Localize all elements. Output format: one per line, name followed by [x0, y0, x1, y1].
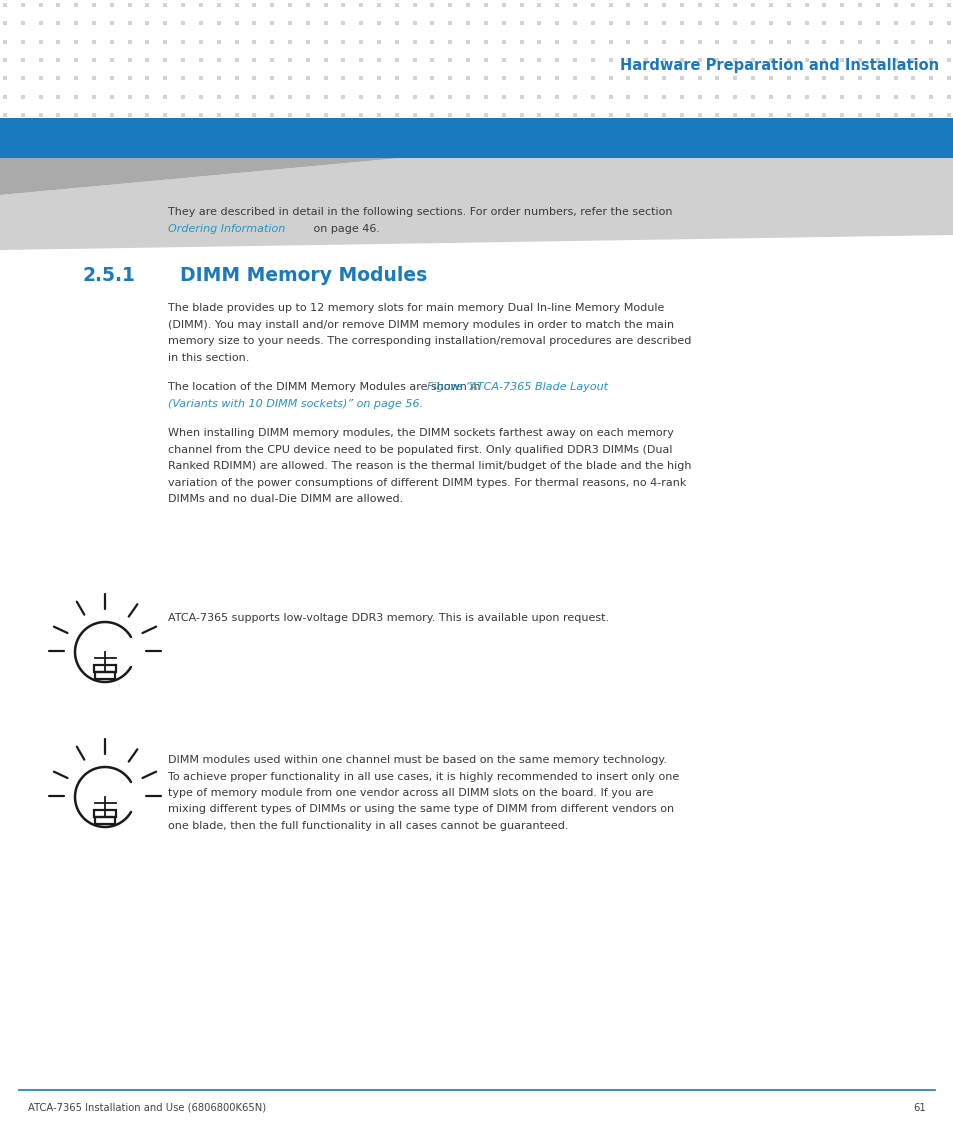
Polygon shape: [0, 158, 400, 195]
Text: They are described in detail in the following sections. For order numbers, refer: They are described in detail in the foll…: [168, 207, 672, 218]
Text: memory size to your needs. The corresponding installation/removal procedures are: memory size to your needs. The correspon…: [168, 335, 691, 346]
Text: in this section.: in this section.: [168, 353, 249, 363]
Text: (DIMM). You may install and/or remove DIMM memory modules in order to match the : (DIMM). You may install and/or remove DI…: [168, 319, 674, 330]
Text: DIMMs and no dual-Die DIMM are allowed.: DIMMs and no dual-Die DIMM are allowed.: [168, 495, 403, 505]
Text: Ranked RDIMM) are allowed. The reason is the thermal limit/budget of the blade a: Ranked RDIMM) are allowed. The reason is…: [168, 461, 691, 472]
Text: The location of the DIMM Memory Modules are shown in: The location of the DIMM Memory Modules …: [168, 382, 483, 393]
Text: ATCA-7365 supports low-voltage DDR3 memory. This is available upon request.: ATCA-7365 supports low-voltage DDR3 memo…: [168, 613, 608, 623]
Text: mixing different types of DIMMs or using the same type of DIMM from different ve: mixing different types of DIMMs or using…: [168, 805, 674, 814]
Text: The blade provides up to 12 memory slots for main memory Dual In-line Memory Mod: The blade provides up to 12 memory slots…: [168, 303, 663, 313]
Text: channel from the CPU device need to be populated first. Only qualified DDR3 DIMM: channel from the CPU device need to be p…: [168, 445, 672, 455]
Bar: [95, 672, 114, 679]
Text: type of memory module from one vendor across all DIMM slots on the board. If you: type of memory module from one vendor ac…: [168, 788, 653, 798]
Bar: [95, 818, 114, 823]
Text: 61: 61: [912, 1103, 925, 1113]
Polygon shape: [0, 158, 953, 250]
Text: DIMM Memory Modules: DIMM Memory Modules: [180, 266, 427, 284]
Bar: [93, 810, 116, 816]
Text: one blade, then the full functionality in all cases cannot be guaranteed.: one blade, then the full functionality i…: [168, 821, 568, 831]
Text: DIMM modules used within one channel must be based on the same memory technology: DIMM modules used within one channel mus…: [168, 755, 666, 765]
Text: Ordering Information: Ordering Information: [168, 223, 285, 234]
Text: variation of the power consumptions of different DIMM types. For thermal reasons: variation of the power consumptions of d…: [168, 477, 685, 488]
Text: When installing DIMM memory modules, the DIMM sockets farthest away on each memo: When installing DIMM memory modules, the…: [168, 428, 673, 439]
Text: Hardware Preparation and Installation: Hardware Preparation and Installation: [619, 57, 938, 72]
Text: 2.5.1: 2.5.1: [83, 266, 135, 284]
Text: on page 46.: on page 46.: [310, 223, 379, 234]
Text: ATCA-7365 Installation and Use (6806800K65N): ATCA-7365 Installation and Use (6806800K…: [28, 1103, 266, 1113]
Text: (Variants with 10 DIMM sockets)” on page 56.: (Variants with 10 DIMM sockets)” on page…: [168, 398, 423, 409]
Bar: [0, 118, 953, 158]
Bar: [93, 665, 116, 671]
Text: To achieve proper functionality in all use cases, it is highly recommended to in: To achieve proper functionality in all u…: [168, 772, 679, 782]
Text: Figure “ATCA-7365 Blade Layout: Figure “ATCA-7365 Blade Layout: [427, 382, 607, 393]
